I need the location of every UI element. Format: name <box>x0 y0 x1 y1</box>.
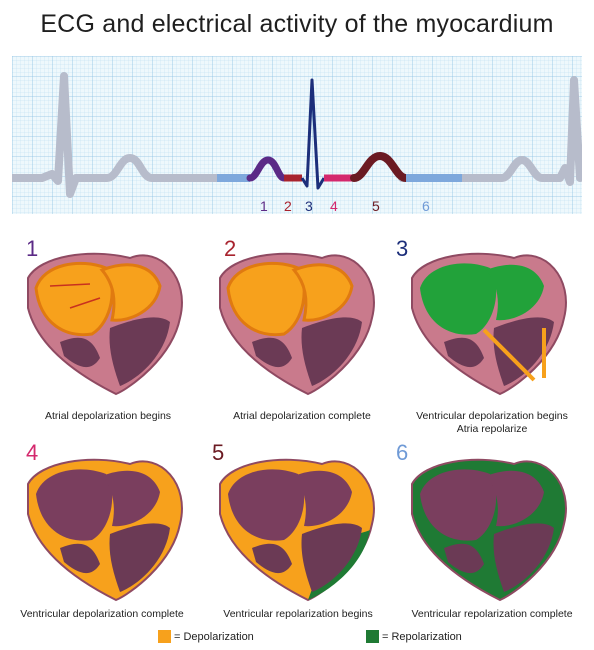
legend-repolarization-label: = Repolarization <box>382 630 462 643</box>
caption-panel-1: Atrial depolarization begins <box>44 410 172 422</box>
ecg-label-4: 4 <box>330 198 338 214</box>
ecg-label-1: 1 <box>260 198 268 214</box>
caption-panel-3: Ventricular depolarization begins <box>416 410 568 422</box>
ecg-label-6: 6 <box>422 198 430 214</box>
caption-panel-4: Ventricular depolarization complete <box>20 608 184 620</box>
panel-number-3: 3 <box>396 236 409 261</box>
repolarization-swatch <box>366 630 379 643</box>
heart-panel-2 <box>219 252 375 396</box>
caption-panel-6: Ventricular repolarization complete <box>411 608 573 620</box>
ecg-t-wave <box>350 151 410 182</box>
heart-panel-6 <box>411 458 567 602</box>
heart-panel-4 <box>27 458 183 602</box>
ecg-baseline-faded <box>12 72 221 198</box>
panel-number-2: 2 <box>224 236 237 261</box>
caption-panel-5: Ventricular repolarization begins <box>223 608 373 620</box>
heart-panel-5 <box>219 458 375 602</box>
page-title: ECG and electrical activity of the myoca… <box>40 10 554 38</box>
depolarization-swatch <box>158 630 171 643</box>
panel-number-5: 5 <box>212 440 225 465</box>
caption-panel-3-sub: Atria repolarize <box>456 423 528 435</box>
ecg-label-2: 2 <box>284 198 292 214</box>
panel-number-6: 6 <box>396 440 409 465</box>
legend-depolarization-label: = Depolarization <box>174 630 254 643</box>
ecg-label-5: 5 <box>372 198 380 214</box>
panel-number-1: 1 <box>26 236 39 261</box>
legend-depolarization: = Depolarization <box>158 630 254 643</box>
legend-repolarization: = Repolarization <box>366 630 462 643</box>
ecg-p-wave <box>246 156 288 182</box>
ecg-label-3: 3 <box>305 198 313 214</box>
caption-panel-2: Atrial depolarization complete <box>233 410 371 422</box>
heart-panel-3 <box>411 252 567 396</box>
heart-panel-1 <box>27 252 183 396</box>
ecg-strip <box>12 56 582 214</box>
panel-number-4: 4 <box>26 440 39 465</box>
ecg-qrs-complex <box>300 78 326 190</box>
